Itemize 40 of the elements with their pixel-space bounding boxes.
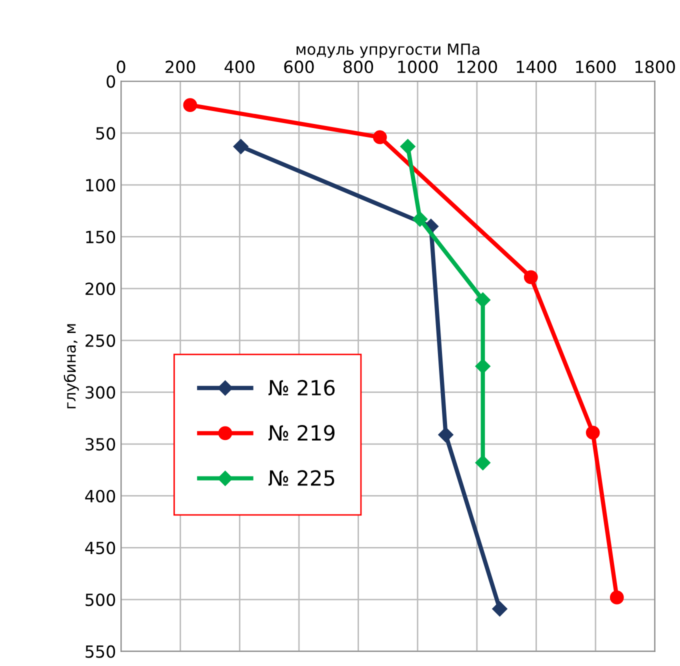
x-tick-label: 1400 [516, 60, 556, 74]
point [492, 601, 508, 616]
point [610, 590, 624, 604]
y-tick-label: 350 [86, 438, 116, 451]
point [233, 138, 248, 154]
x-tick-label: 1000 [398, 60, 438, 74]
y-tick-label: 250 [86, 334, 116, 347]
legend-label: № 225 [268, 470, 334, 486]
x-tick-label: 200 [166, 60, 196, 74]
point [586, 426, 600, 440]
point [400, 138, 416, 154]
x-tick-label: 0 [116, 60, 126, 74]
x-tick-label: 400 [224, 60, 254, 74]
y-tick-label: 150 [86, 230, 116, 244]
point [438, 427, 454, 442]
point [412, 212, 428, 227]
y-axis-title: глубина, м [64, 324, 79, 408]
x-tick-label: 1200 [458, 60, 498, 74]
x-tick-label: 1800 [635, 60, 675, 74]
point [475, 292, 490, 308]
x-axis-title: модуль упругости МПа [296, 44, 480, 58]
y-tick-label: 200 [86, 282, 116, 296]
y-tick-label: 100 [86, 178, 116, 192]
x-tick-label: 800 [344, 60, 374, 74]
y-tick-label: 300 [86, 386, 116, 399]
y-tick-label: 450 [85, 542, 116, 554]
y-tick-label: 550 [86, 645, 116, 658]
point [475, 358, 490, 374]
x-tick-label: 600 [284, 60, 314, 74]
y-tick-label: 0 [106, 75, 116, 88]
point [372, 130, 387, 144]
legend-label: № 216 [268, 380, 335, 396]
point [183, 98, 198, 112]
y-tick-label: 50 [96, 127, 116, 140]
point [475, 455, 490, 470]
y-tick-label: 400 [85, 490, 116, 502]
y-tick-label: 500 [86, 593, 116, 606]
x-tick-label: 1600 [576, 60, 616, 74]
point [524, 270, 538, 284]
legend-label: № 219 [268, 425, 334, 441]
